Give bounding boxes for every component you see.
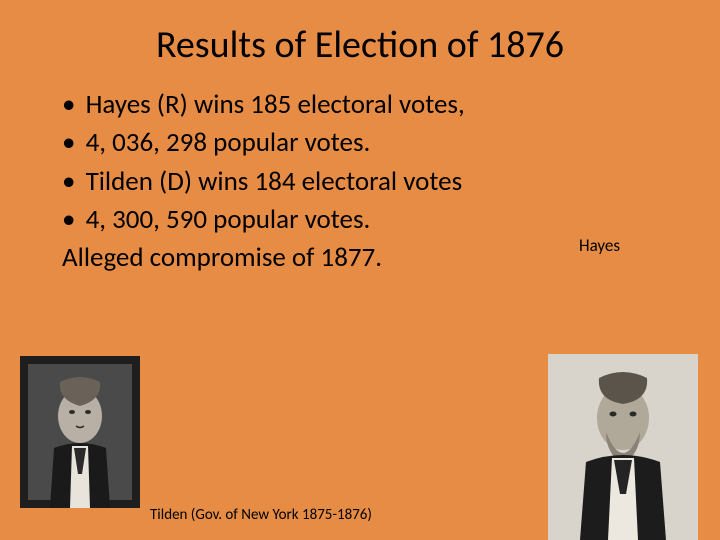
- bullet-item: Hayes (R) wins 185 electoral votes,: [62, 86, 680, 124]
- bullet-item: 4, 300, 590 popular votes.: [62, 201, 680, 239]
- bullet-list: Hayes (R) wins 185 electoral votes, 4, 0…: [62, 86, 680, 239]
- slide-title: Results of Election of 1876: [0, 0, 720, 86]
- tilden-caption: Tilden (Gov. of New York 1875-1876): [150, 506, 372, 524]
- bullet-item: Tilden (D) wins 184 electoral votes: [62, 163, 680, 201]
- hayes-portrait: [548, 354, 698, 540]
- tilden-portrait: [20, 356, 140, 508]
- bullet-item: 4, 036, 298 popular votes.: [62, 124, 680, 162]
- hayes-label: Hayes: [579, 235, 620, 256]
